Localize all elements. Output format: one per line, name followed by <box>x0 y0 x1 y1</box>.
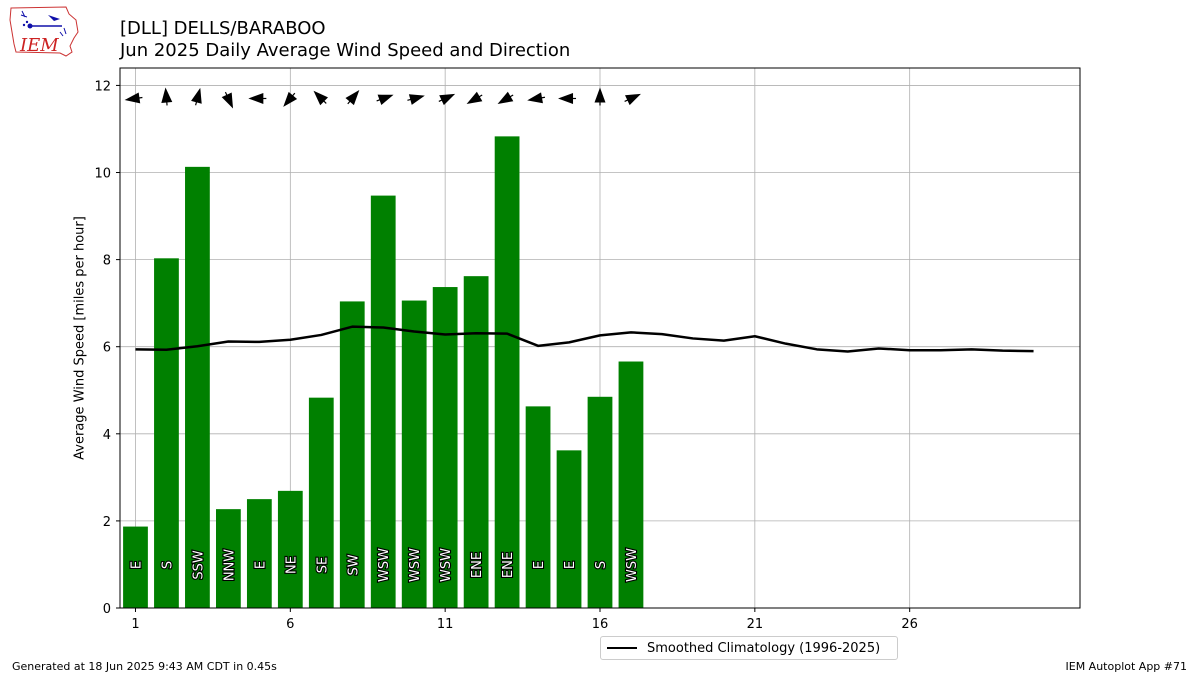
iem-logo-text: IEM <box>19 35 59 56</box>
bar <box>525 406 551 608</box>
wind-direction-arrow <box>438 93 456 106</box>
wind-direction-arrow <box>191 87 202 106</box>
direction-label: WSW <box>439 548 454 582</box>
wind-direction-arrow <box>283 91 298 107</box>
app-credit: IEM Autoplot App #71 <box>1065 660 1188 673</box>
direction-label: SE <box>315 557 330 573</box>
y-tick-label: 0 <box>103 602 111 617</box>
direction-label: WSW <box>408 548 423 582</box>
x-tick-label: 11 <box>437 617 454 632</box>
bar <box>432 287 458 608</box>
direction-label: NE <box>284 556 299 574</box>
y-tick-label: 2 <box>103 515 111 530</box>
direction-label: NNW <box>222 549 237 581</box>
bar <box>339 301 365 608</box>
iem-logo: IEM <box>8 6 80 62</box>
wind-direction-arrow <box>466 91 483 104</box>
bar <box>463 276 489 608</box>
wind-direction-arrow <box>124 92 143 104</box>
x-tick-label: 1 <box>131 617 139 632</box>
bar <box>277 490 303 608</box>
y-tick-label: 4 <box>103 428 111 443</box>
bar <box>618 361 644 608</box>
y-tick-label: 12 <box>94 79 111 94</box>
wind-direction-arrow <box>407 94 425 105</box>
climatology-line <box>135 325 1034 353</box>
legend-line-swatch <box>607 647 637 649</box>
wind-direction-arrow <box>313 90 329 106</box>
bar <box>401 300 427 608</box>
bar <box>556 450 582 608</box>
direction-label: WSW <box>377 548 392 582</box>
bar <box>246 499 272 608</box>
wind-direction-arrow <box>161 87 173 106</box>
y-tick-label: 10 <box>94 167 111 182</box>
direction-label: S <box>160 561 175 569</box>
chart-title: Jun 2025 Daily Average Wind Speed and Di… <box>120 40 571 61</box>
x-tick-label: 16 <box>592 617 609 632</box>
direction-label: E <box>532 561 547 569</box>
direction-label: SW <box>346 554 361 575</box>
y-tick-label: 6 <box>103 341 111 356</box>
x-tick-label: 6 <box>286 617 294 632</box>
legend-label: Smoothed Climatology (1996-2025) <box>647 640 881 656</box>
direction-label: SSW <box>191 550 206 580</box>
direction-label: WSW <box>625 548 640 582</box>
wind-direction-arrow <box>345 90 360 106</box>
bar <box>494 136 520 608</box>
direction-label: E <box>253 561 268 569</box>
bar <box>123 526 148 608</box>
direction-label: ENE <box>501 552 516 578</box>
bar <box>587 396 613 608</box>
bar <box>308 397 334 608</box>
x-tick-label: 21 <box>747 617 764 632</box>
direction-label: E <box>129 561 144 569</box>
wind-direction-arrow <box>497 91 514 104</box>
bar <box>216 509 241 608</box>
x-tick-label: 26 <box>901 617 918 632</box>
direction-label: S <box>594 561 609 569</box>
bar <box>185 166 210 608</box>
bar <box>370 195 396 608</box>
wind-direction-arrow <box>376 94 394 106</box>
wind-direction-arrow <box>594 87 606 106</box>
bar <box>154 258 179 608</box>
direction-label: E <box>563 561 578 569</box>
wind-direction-arrow <box>527 92 546 104</box>
y-tick-label: 8 <box>103 254 111 269</box>
wind-direction-arrow <box>624 93 641 106</box>
wind-direction-arrow <box>248 92 267 104</box>
legend: Smoothed Climatology (1996-2025) <box>600 636 898 660</box>
station-title: [DLL] DELLS/BARABOO <box>120 18 326 39</box>
direction-label: ENE <box>470 552 485 578</box>
generated-timestamp: Generated at 18 Jun 2025 9:43 AM CDT in … <box>12 660 277 673</box>
wind-direction-arrow <box>558 92 577 104</box>
wind-direction-arrow <box>221 91 234 109</box>
